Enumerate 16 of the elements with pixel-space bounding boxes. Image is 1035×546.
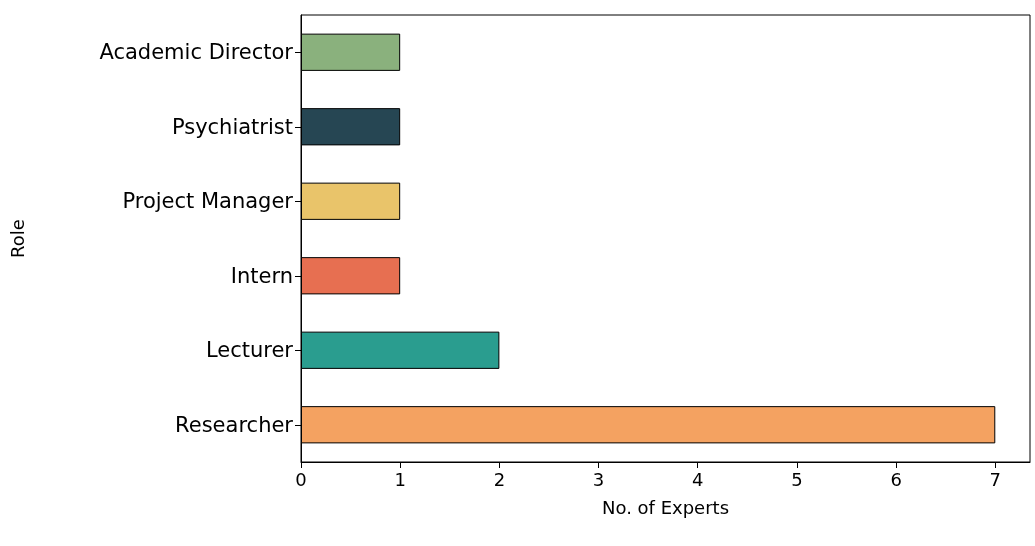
- x-tick-label: 5: [791, 468, 803, 490]
- y-tick-label: Lecturer: [205, 338, 294, 363]
- x-axis-title: No. of Experts: [601, 496, 730, 518]
- x-tick-label: 1: [394, 468, 406, 490]
- y-tick-label: Psychiatrist: [171, 114, 293, 139]
- x-tick-label: 2: [493, 468, 506, 490]
- y-tick-label: Academic Director: [99, 40, 294, 65]
- y-tick-label: Project Manager: [122, 189, 294, 214]
- x-tick-label: 0: [295, 468, 307, 490]
- x-tick-label: 6: [890, 468, 902, 490]
- y-tick-label: Intern: [230, 263, 293, 288]
- y-tick-label: Researcher: [175, 412, 294, 437]
- x-tick-label: 7: [989, 468, 1002, 490]
- x-tick-label: 3: [592, 468, 605, 490]
- y-axis-title: Role: [6, 219, 28, 258]
- x-tick-label: 4: [692, 468, 704, 490]
